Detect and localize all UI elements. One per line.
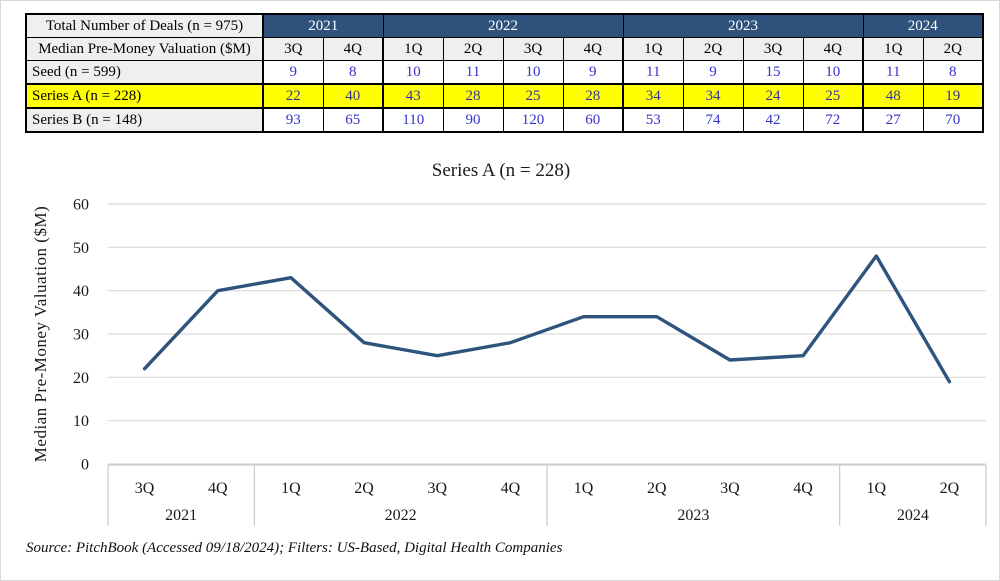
value-cell: 10 [802, 60, 864, 85]
year-header-2023: 2023 [622, 13, 864, 38]
quarter-header: 3Q [502, 37, 564, 61]
value-cell: 24 [742, 83, 804, 109]
value-cell: 110 [382, 107, 444, 133]
svg-text:30: 30 [73, 327, 89, 344]
year-header-2022: 2022 [382, 13, 624, 38]
svg-text:2022: 2022 [385, 507, 417, 524]
svg-text:40: 40 [73, 283, 89, 300]
quarter-header: 3Q [262, 37, 324, 61]
valuation-table: Total Number of Deals (n = 975) 2021 2022 2… [25, 13, 984, 133]
value-cell: 19 [922, 83, 984, 109]
svg-text:2024: 2024 [897, 507, 929, 524]
year-header-2024: 2024 [862, 13, 984, 38]
table-row: Series A (n = 228) 22 40 43 28 25 28 34 34 24 25 48… [25, 83, 984, 109]
svg-text:Median Pre-Money Valuation ($M: Median Pre-Money Valuation ($M) [31, 206, 50, 462]
svg-text:3Q: 3Q [427, 480, 447, 497]
value-cell: 8 [922, 60, 984, 85]
table-year-header-row: Total Number of Deals (n = 975) 2021 2022 2… [25, 13, 984, 38]
value-cell: 120 [502, 107, 564, 133]
svg-text:2Q: 2Q [354, 480, 374, 497]
value-cell: 72 [802, 107, 864, 133]
svg-text:60: 60 [73, 197, 89, 214]
table-row: Seed (n = 599) 9 8 10 11 10 9 11 9 15 10 11 8 [25, 60, 984, 85]
svg-text:50: 50 [73, 240, 89, 257]
value-cell: 65 [322, 107, 384, 133]
value-cell: 40 [322, 83, 384, 109]
table-quarter-header-row: Median Pre-Money Valuation ($M) 3Q 4Q 1Q 2Q 3… [25, 37, 984, 61]
svg-text:4Q: 4Q [501, 480, 521, 497]
chart-title: Series A (n = 228) [431, 160, 571, 181]
value-cell: 10 [382, 60, 444, 85]
value-cell: 28 [562, 83, 624, 109]
svg-text:3Q: 3Q [720, 480, 740, 497]
metric-label-cell: Median Pre-Money Valuation ($M) [25, 37, 264, 61]
svg-text:2Q: 2Q [647, 480, 667, 497]
value-cell: 60 [562, 107, 624, 133]
value-cell: 53 [622, 107, 684, 133]
quarter-header: 2Q [922, 37, 984, 61]
svg-text:20: 20 [73, 370, 89, 387]
quarter-header: 2Q [442, 37, 504, 61]
value-cell: 34 [622, 83, 684, 109]
svg-text:4Q: 4Q [793, 480, 813, 497]
svg-text:0: 0 [81, 457, 89, 474]
value-cell: 93 [262, 107, 324, 133]
value-cell: 43 [382, 83, 444, 109]
quarter-header: 3Q [742, 37, 804, 61]
value-cell: 34 [682, 83, 744, 109]
svg-text:10: 10 [73, 413, 89, 430]
quarter-header: 4Q [562, 37, 624, 61]
table-title-cell: Total Number of Deals (n = 975) [25, 13, 264, 38]
row-label: Series B (n = 148) [25, 107, 264, 133]
svg-text:2Q: 2Q [940, 480, 960, 497]
quarter-header: 4Q [322, 37, 384, 61]
source-note: Source: PitchBook (Accessed 09/18/2024);… [26, 540, 563, 556]
series-a-line [142, 254, 952, 384]
value-cell: 22 [262, 83, 324, 109]
svg-text:1Q: 1Q [866, 480, 886, 497]
table-row: Series B (n = 148) 93 65 110 90 120 60 53 74 42 72… [25, 107, 984, 133]
value-cell: 28 [442, 83, 504, 109]
value-cell: 70 [922, 107, 984, 133]
quarter-header: 1Q [862, 37, 924, 61]
value-cell: 48 [862, 83, 924, 109]
svg-text:4Q: 4Q [208, 480, 228, 497]
quarter-header: 1Q [382, 37, 444, 61]
value-cell: 90 [442, 107, 504, 133]
svg-text:1Q: 1Q [281, 480, 301, 497]
row-label: Series A (n = 228) [25, 83, 264, 109]
svg-text:2021: 2021 [165, 507, 197, 524]
quarter-header: 1Q [622, 37, 684, 61]
value-cell: 25 [802, 83, 864, 109]
svg-text:3Q: 3Q [135, 480, 155, 497]
svg-text:2023: 2023 [677, 507, 709, 524]
quarter-header: 4Q [802, 37, 864, 61]
svg-text:1Q: 1Q [574, 480, 594, 497]
